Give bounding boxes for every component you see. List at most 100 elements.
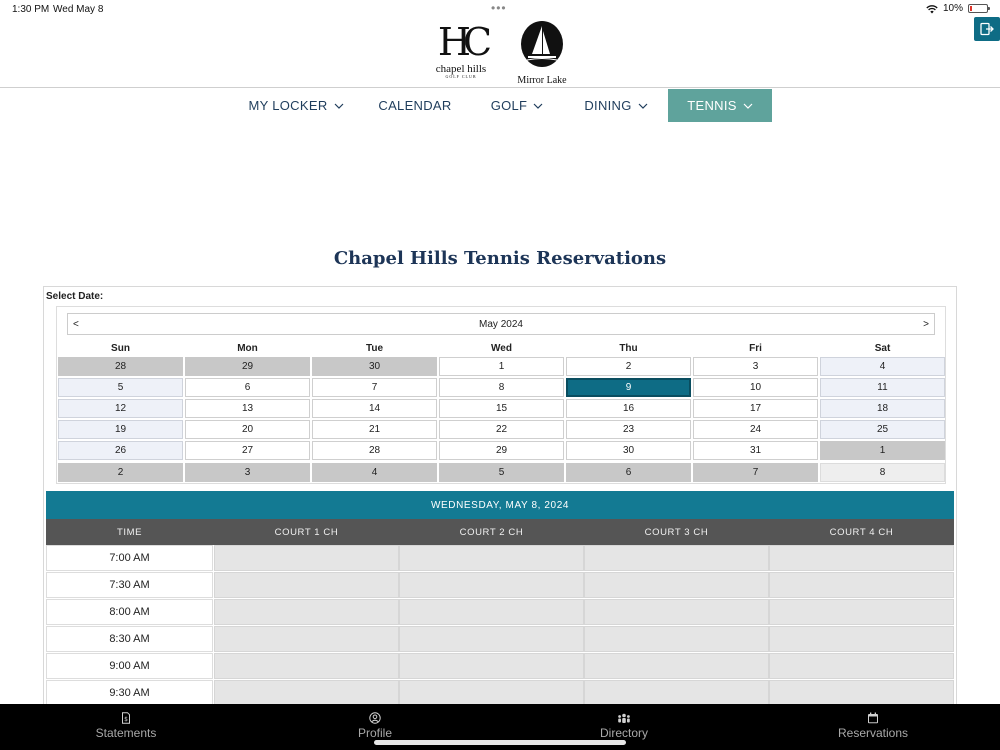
prev-month-button[interactable]: < [73,319,79,330]
calendar-day[interactable]: 12 [58,399,183,418]
calendar-day[interactable]: 24 [693,420,818,439]
calendar-day[interactable]: 19 [58,420,183,439]
chapel-hills-logo[interactable]: HC chapel hills GOLF CLUB [430,20,492,84]
court-slot-cell[interactable] [399,680,584,706]
calendar-day[interactable]: 22 [439,420,564,439]
court-slot-cell[interactable] [769,572,954,598]
calendar-day[interactable]: 8 [439,378,564,397]
calendar-day[interactable]: 6 [185,378,310,397]
home-indicator[interactable] [374,740,626,745]
calendar-day[interactable]: 1 [439,357,564,376]
court-column-header: COURT 3 CH [644,526,709,538]
reservation-panel: Select Date: < May 2024 > Sun Mon Tue Wed Th… [43,286,957,706]
calendar-day[interactable]: 7 [312,378,437,397]
court-slot-cell[interactable] [399,545,584,571]
people-icon [618,713,630,723]
multitask-dots-icon[interactable]: ••• [491,1,507,15]
tab-directory[interactable]: Directory [499,704,749,750]
calendar-day[interactable]: 4 [312,463,437,482]
calendar-day[interactable]: 11 [820,378,945,397]
schedule-date-heading: WEDNESDAY, MAY 8, 2024 [46,491,954,519]
calendar-day[interactable]: 17 [693,399,818,418]
court-slot-cell[interactable] [214,626,399,652]
calendar-day[interactable]: 28 [58,357,183,376]
calendar-day[interactable]: 29 [439,441,564,460]
calendar-day[interactable]: 1 [820,441,945,460]
nav-dining[interactable]: DINING [578,89,654,122]
court-slot-cell[interactable] [584,572,769,598]
court-slot-cell[interactable] [769,653,954,679]
nav-label: TENNIS [687,98,737,113]
court-slot-cell[interactable] [399,653,584,679]
court-slot-cell[interactable] [399,626,584,652]
court-column-header: COURT 4 CH [829,526,894,538]
chevron-down-icon [743,103,753,109]
calendar-day[interactable]: 8 [820,463,945,482]
court-slot-cell[interactable] [769,545,954,571]
court-column-header: COURT 2 CH [459,526,524,538]
calendar-day[interactable]: 3 [185,463,310,482]
court-slot-cell[interactable] [769,680,954,706]
calendar-header: < May 2024 > [67,313,935,335]
calendar-day[interactable]: 21 [312,420,437,439]
court-slot-cell[interactable] [769,599,954,625]
calendar-day[interactable]: 25 [820,420,945,439]
court-slot-cell[interactable] [584,653,769,679]
court-slot-cell[interactable] [214,572,399,598]
logo-tagline: GOLF CLUB [445,74,477,79]
status-bar: 1:30 PM Wed May 8 ••• 10% [0,0,1000,18]
time-column-header: TIME [116,526,143,538]
calendar-day[interactable]: 5 [439,463,564,482]
tab-profile[interactable]: Profile [250,704,500,750]
calendar-day[interactable]: 5 [58,378,183,397]
calendar-day[interactable]: 10 [693,378,818,397]
calendar-day[interactable]: 20 [185,420,310,439]
calendar-day[interactable]: 31 [693,441,818,460]
calendar-day[interactable]: 2 [58,463,183,482]
court-slot-cell[interactable] [214,653,399,679]
court-slot-cell[interactable] [584,545,769,571]
court-slot-cell[interactable] [584,599,769,625]
calendar-day[interactable]: 30 [566,441,691,460]
select-date-label: Select Date: [46,291,104,302]
tab-reservations[interactable]: Reservations [748,704,998,750]
nav-calendar[interactable]: CALENDAR [372,89,458,122]
next-month-button[interactable]: > [923,319,929,330]
main-nav: MY LOCKER CALENDAR GOLF DINING TENNIS [0,89,1000,122]
time-slot-label: 9:30 AM [46,680,213,706]
logout-button[interactable] [974,17,1000,41]
logo-name: Mirror Lake [517,75,567,86]
calendar-day[interactable]: 30 [312,357,437,376]
calendar-day[interactable]: 14 [312,399,437,418]
court-slot-cell[interactable] [214,599,399,625]
calendar-day[interactable]: 4 [820,357,945,376]
nav-my-locker[interactable]: MY LOCKER [246,89,346,122]
court-slot-cell[interactable] [214,680,399,706]
court-slot-cell[interactable] [399,599,584,625]
nav-golf[interactable]: GOLF [486,89,548,122]
court-slot-cell[interactable] [769,626,954,652]
calendar-day[interactable]: 7 [693,463,818,482]
mirror-lake-logo[interactable]: Mirror Lake [514,20,570,86]
calendar-day[interactable]: 6 [566,463,691,482]
calendar-day[interactable]: 26 [58,441,183,460]
calendar-day[interactable]: 28 [312,441,437,460]
calendar-day[interactable]: 18 [820,399,945,418]
calendar-day[interactable]: 2 [566,357,691,376]
calendar-day[interactable]: 27 [185,441,310,460]
court-slot-cell[interactable] [214,545,399,571]
calendar-day-selected[interactable]: 9 [566,378,691,397]
court-slot-cell[interactable] [584,626,769,652]
tab-statements[interactable]: $ Statements [1,704,251,750]
calendar-day[interactable]: 3 [693,357,818,376]
court-slot-cell[interactable] [399,572,584,598]
calendar-day[interactable]: 15 [439,399,564,418]
calendar-day[interactable]: 16 [566,399,691,418]
court-slot-cell[interactable] [584,680,769,706]
calendar-day[interactable]: 13 [185,399,310,418]
battery-icon [968,4,990,13]
calendar-day[interactable]: 29 [185,357,310,376]
nav-tennis[interactable]: TENNIS [668,89,772,122]
calendar-day[interactable]: 23 [566,420,691,439]
